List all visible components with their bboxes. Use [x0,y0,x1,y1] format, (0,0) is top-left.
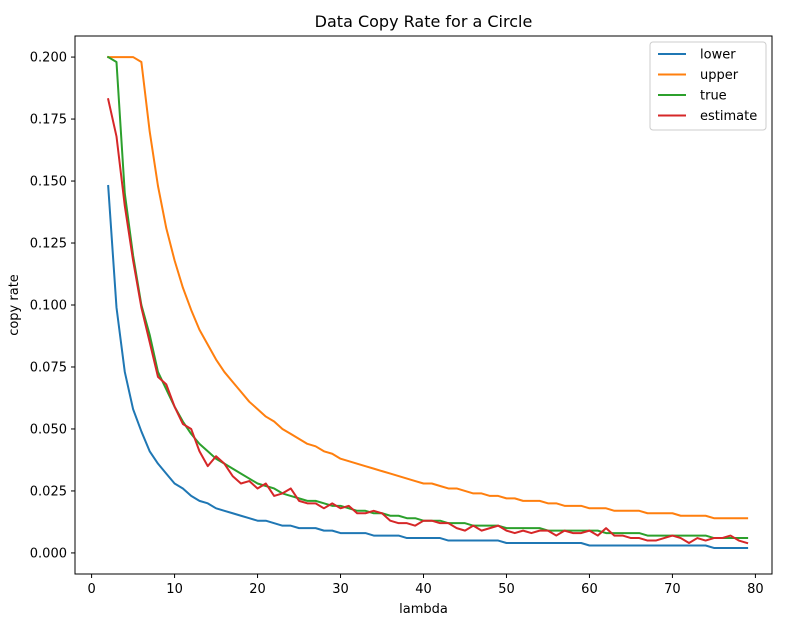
legend-label-true: true [700,89,727,104]
y-tick-label: 0.100 [30,299,67,314]
x-axis-label: lambda [399,602,448,617]
legend-box [649,41,767,131]
series-line-upper [107,56,749,520]
x-tick-label: 0 [87,582,95,597]
plot-frame [74,35,773,575]
x-tick-label: 80 [747,582,764,597]
chart-title: Data Copy Rate for a Circle [315,12,533,31]
x-tick-label: 20 [249,582,266,597]
series-line-estimate [106,98,749,545]
y-tick-label: 0.175 [30,113,67,128]
series-layer [106,55,749,549]
legend-label-lower: lower [700,48,736,63]
ticks-layer: 0 10 20 30 40 50 60 70 80 0.000 0.025 0.050 0.075 0.1… [30,51,764,597]
y-tick-label: 0.050 [30,422,67,437]
x-tick-label: 10 [166,582,183,597]
legend-label-upper: upper [700,68,739,83]
y-tick-label: 0.125 [30,237,67,252]
x-tick-label: 40 [415,582,432,597]
y-tick-label: 0.150 [30,175,67,190]
y-tick-label: 0.075 [30,360,67,375]
x-tick-label: 70 [664,582,681,597]
legend: lower upper true estimate [649,41,767,131]
x-tick-label: 50 [498,582,515,597]
y-tick-label: 0.200 [30,51,67,66]
series-line-lower [107,184,749,549]
legend-label-estimate: estimate [700,109,757,124]
x-tick-label: 30 [332,582,349,597]
y-axis-label: copy rate [7,274,22,336]
x-tick-label: 60 [581,582,598,597]
y-tick-label: 0.000 [30,546,67,561]
y-tick-label: 0.025 [30,484,67,499]
